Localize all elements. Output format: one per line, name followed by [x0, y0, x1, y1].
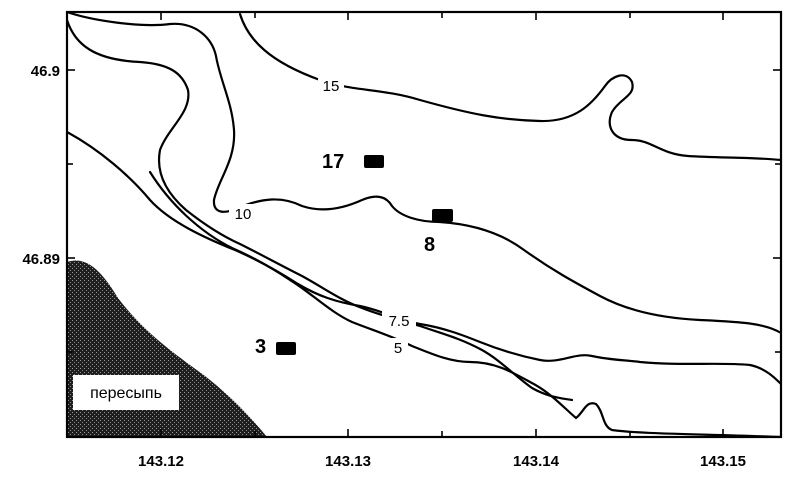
- x-tick-label: 143.15: [700, 453, 746, 470]
- station-17-marker: [364, 155, 384, 168]
- station-3-label: 3: [255, 336, 266, 358]
- contour-7-5: [67, 130, 781, 386]
- contour-5: [148, 170, 781, 437]
- x-tick-label: 143.12: [138, 453, 184, 470]
- svg-text:10: 10: [235, 206, 252, 223]
- svg-text:7.5: 7.5: [389, 313, 410, 330]
- contour-label-7-5: 7.5: [382, 311, 416, 330]
- contour-15: [238, 12, 781, 162]
- contour-label-5: 5: [388, 338, 408, 357]
- sandbar-label-box: пересыпь: [73, 375, 179, 410]
- svg-text:15: 15: [323, 78, 340, 95]
- contour-label-10: 10: [229, 204, 257, 223]
- x-axis: [160, 12, 724, 437]
- station-3-marker: [276, 342, 296, 355]
- svg-text:5: 5: [394, 340, 402, 357]
- x-tick-label: 143.13: [325, 453, 371, 470]
- y-tick-label: 46.9: [31, 63, 60, 80]
- station-8-marker: [432, 209, 453, 222]
- sandbar-label: пересыпь: [90, 385, 162, 402]
- sandbar-area: [67, 260, 267, 437]
- contour-10b: [67, 12, 781, 335]
- contour-10: [67, 18, 574, 402]
- station-8-label: 8: [424, 234, 435, 256]
- contour-label-15: 15: [318, 76, 344, 95]
- x-tick-label: 143.14: [513, 453, 560, 470]
- plot-frame: [65, 10, 783, 439]
- y-axis: [67, 69, 781, 353]
- y-tick-label: 46.89: [22, 251, 60, 268]
- station-17-label: 17: [322, 151, 344, 173]
